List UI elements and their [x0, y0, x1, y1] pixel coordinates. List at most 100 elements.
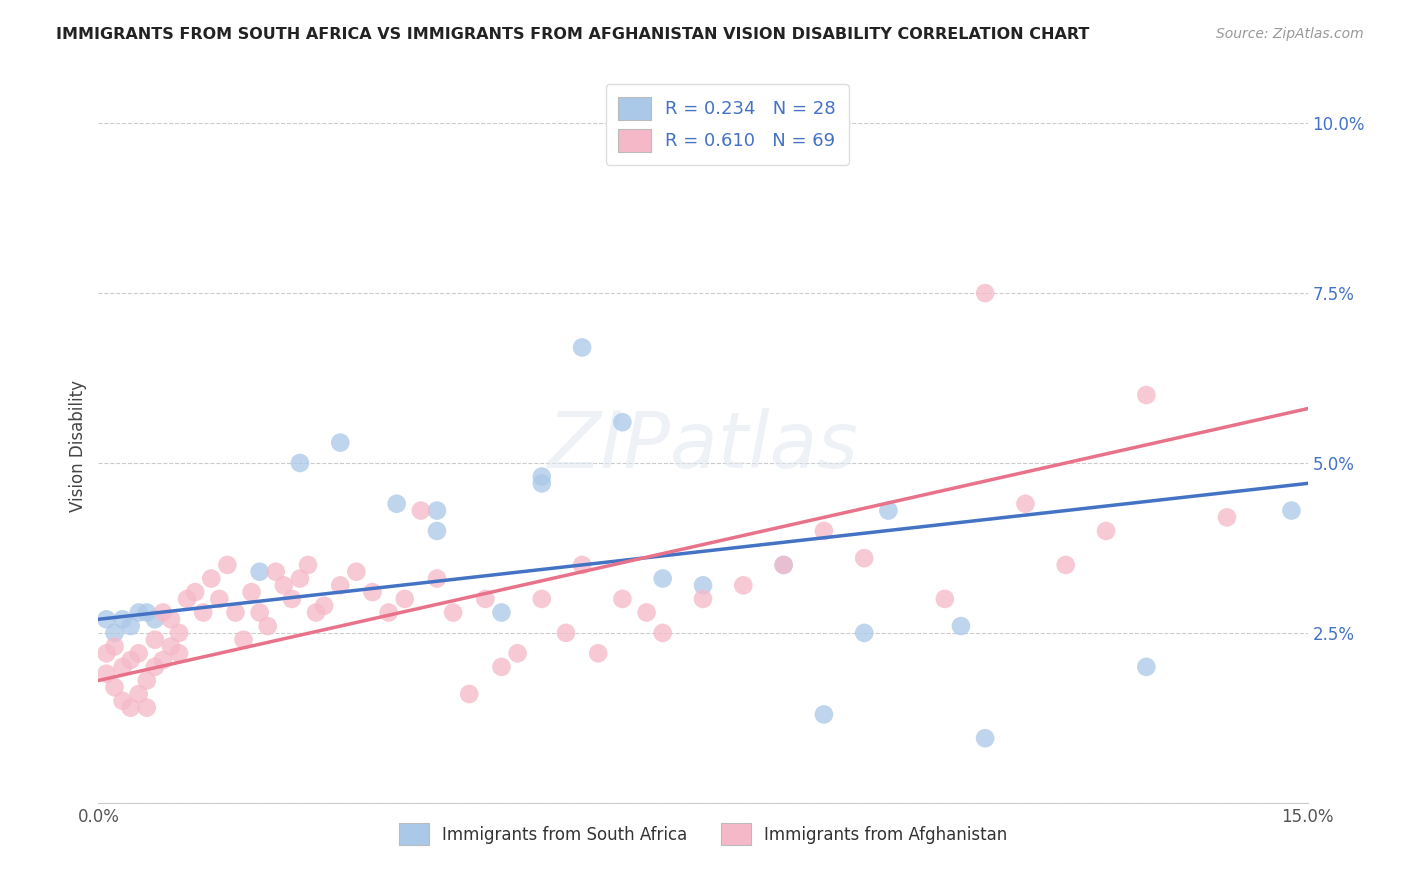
Point	[184, 585, 207, 599]
Point	[281, 591, 304, 606]
Point	[949, 619, 972, 633]
Point	[193, 606, 215, 620]
Point	[651, 626, 673, 640]
Point	[111, 660, 134, 674]
Point	[128, 606, 150, 620]
Point	[344, 565, 367, 579]
Point	[586, 646, 609, 660]
Point	[733, 578, 755, 592]
Legend: Immigrants from South Africa, Immigrants from Afghanistan: Immigrants from South Africa, Immigrants…	[392, 817, 1014, 852]
Point	[458, 687, 481, 701]
Point	[288, 456, 311, 470]
Point	[491, 606, 513, 620]
Text: Source: ZipAtlas.com: Source: ZipAtlas.com	[1216, 27, 1364, 41]
Point	[256, 619, 278, 633]
Point	[167, 626, 190, 640]
Point	[143, 632, 166, 647]
Point	[160, 612, 183, 626]
Point	[288, 572, 311, 586]
Point	[772, 558, 794, 572]
Point	[249, 606, 271, 620]
Point	[1014, 497, 1036, 511]
Point	[167, 646, 190, 660]
Point	[813, 707, 835, 722]
Point	[571, 341, 593, 355]
Point	[135, 673, 157, 688]
Point	[96, 666, 118, 681]
Point	[176, 591, 198, 606]
Point	[152, 606, 174, 620]
Point	[612, 415, 634, 429]
Point	[474, 591, 496, 606]
Point	[329, 435, 352, 450]
Text: IMMIGRANTS FROM SOUTH AFRICA VS IMMIGRANTS FROM AFGHANISTAN VISION DISABILITY CO: IMMIGRANTS FROM SOUTH AFRICA VS IMMIGRAN…	[56, 27, 1090, 42]
Point	[200, 572, 222, 586]
Point	[208, 591, 231, 606]
Point	[853, 551, 876, 566]
Point	[120, 653, 142, 667]
Point	[491, 660, 513, 674]
Point	[297, 558, 319, 572]
Point	[377, 606, 399, 620]
Point	[1135, 660, 1157, 674]
Point	[772, 558, 794, 572]
Point	[813, 524, 835, 538]
Point	[143, 660, 166, 674]
Point	[96, 612, 118, 626]
Point	[240, 585, 263, 599]
Point	[1054, 558, 1077, 572]
Point	[217, 558, 239, 572]
Point	[974, 286, 997, 301]
Point	[1135, 388, 1157, 402]
Point	[934, 591, 956, 606]
Point	[135, 606, 157, 620]
Point	[426, 503, 449, 517]
Point	[853, 626, 876, 640]
Point	[96, 646, 118, 660]
Point	[152, 653, 174, 667]
Point	[160, 640, 183, 654]
Point	[128, 687, 150, 701]
Point	[224, 606, 246, 620]
Point	[143, 612, 166, 626]
Point	[426, 572, 449, 586]
Point	[103, 680, 125, 694]
Point	[111, 694, 134, 708]
Point	[120, 619, 142, 633]
Point	[441, 606, 464, 620]
Point	[103, 640, 125, 654]
Point	[612, 591, 634, 606]
Point	[426, 524, 449, 538]
Point	[530, 476, 553, 491]
Point	[111, 612, 134, 626]
Point	[974, 731, 997, 746]
Point	[1095, 524, 1118, 538]
Point	[555, 626, 578, 640]
Point	[571, 558, 593, 572]
Point	[692, 578, 714, 592]
Point	[120, 700, 142, 714]
Point	[329, 578, 352, 592]
Y-axis label: Vision Disability: Vision Disability	[69, 380, 87, 512]
Point	[103, 626, 125, 640]
Point	[394, 591, 416, 606]
Point	[530, 591, 553, 606]
Point	[877, 503, 900, 517]
Point	[314, 599, 336, 613]
Point	[249, 565, 271, 579]
Point	[409, 503, 432, 517]
Point	[1281, 503, 1303, 517]
Point	[385, 497, 408, 511]
Point	[232, 632, 254, 647]
Point	[530, 469, 553, 483]
Point	[273, 578, 295, 592]
Point	[361, 585, 384, 599]
Text: ZIPatlas: ZIPatlas	[547, 408, 859, 484]
Point	[636, 606, 658, 620]
Point	[305, 606, 328, 620]
Point	[651, 572, 673, 586]
Point	[1216, 510, 1239, 524]
Point	[128, 646, 150, 660]
Point	[692, 591, 714, 606]
Point	[506, 646, 529, 660]
